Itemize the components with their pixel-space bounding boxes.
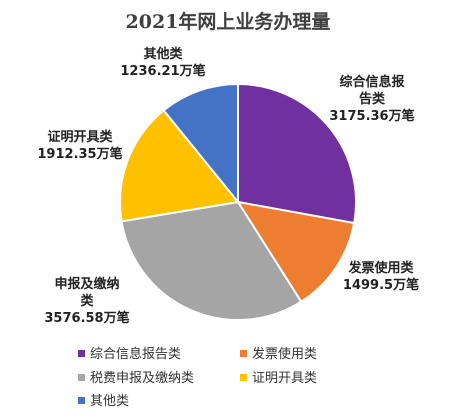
legend-label-invoice: 发票使用类 xyxy=(252,346,317,362)
slice-label-certificate: 证明开具类 1912.35万笔 xyxy=(37,129,122,162)
chart-title: 2021年网上业务办理量 xyxy=(126,10,331,33)
legend-swatch-info-report xyxy=(78,350,85,357)
slice-label-other: 其他类 1236.21万笔 xyxy=(120,46,205,79)
legend-swatch-other xyxy=(78,397,85,404)
pie-slice-other xyxy=(162,82,239,205)
legend-label-tax-filing: 税费申报及缴纳类 xyxy=(90,371,194,386)
pie-slices xyxy=(119,82,357,321)
legend-swatch-certificate xyxy=(240,374,247,381)
slice-label-info-report: 综合信息报告类 3175.36万笔 xyxy=(329,74,414,124)
slice-label-tax-filing: 申报及缴纳类 3576.58万笔 xyxy=(44,276,129,326)
legend-swatch-invoice xyxy=(240,350,247,357)
legend-label-info-report: 综合信息报告类 xyxy=(90,346,181,362)
legend-swatch-tax-filing xyxy=(78,374,85,381)
slice-label-invoice: 发票使用类 1499.5万笔 xyxy=(343,260,419,293)
pie-slice-tax-filing xyxy=(120,200,303,321)
pie-slice-invoice xyxy=(235,200,356,304)
pie-slice-info-report xyxy=(237,82,357,225)
pie-slice-certificate xyxy=(119,108,240,223)
legend-label-other: 其他类 xyxy=(90,394,129,409)
legend-label-certificate: 证明开具类 xyxy=(252,371,317,386)
